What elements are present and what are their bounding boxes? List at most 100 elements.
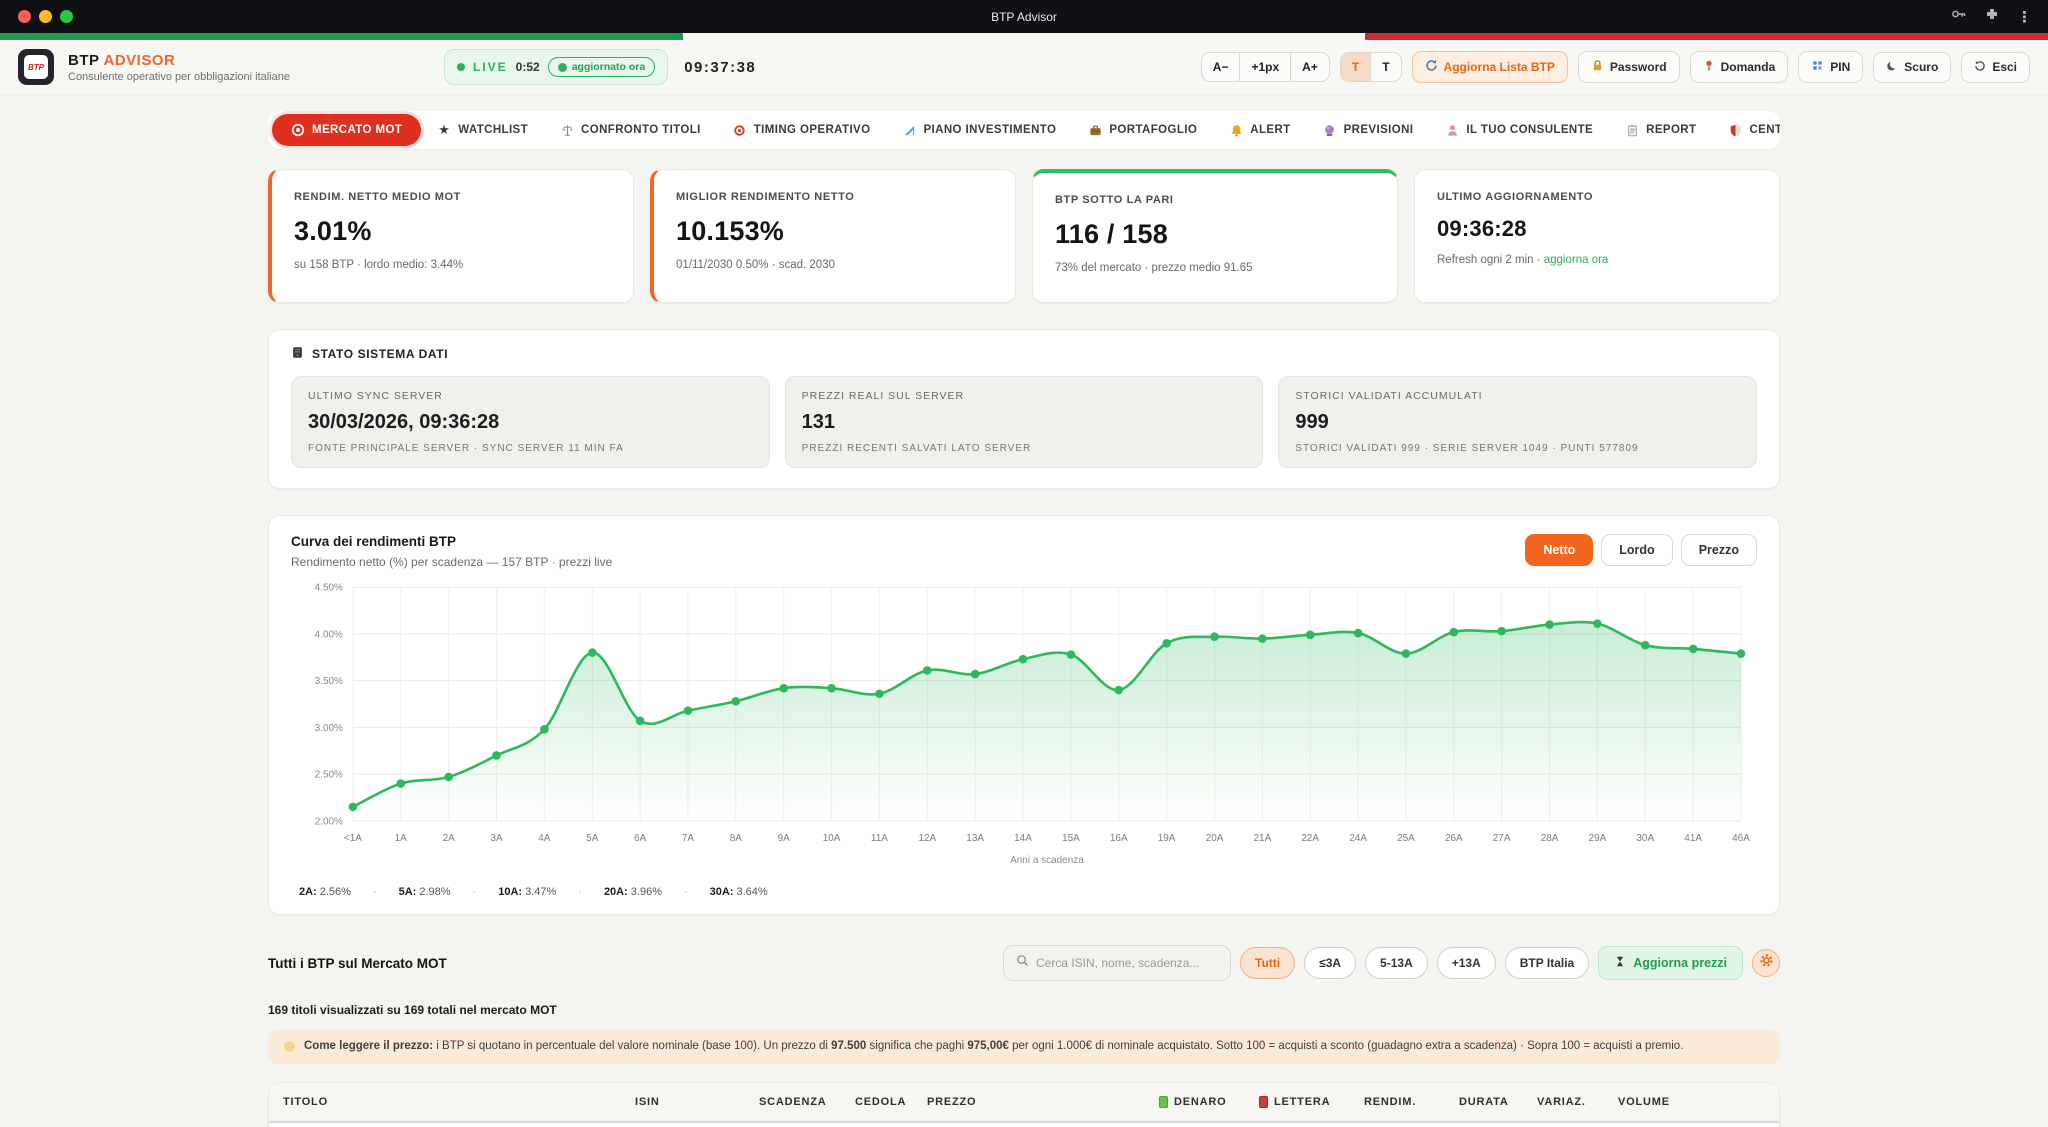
col-lettera[interactable]: LETTERA <box>1259 1096 1364 1108</box>
separator-dot: · <box>578 886 582 898</box>
system-card-value: 999 <box>1295 411 1740 434</box>
aggiorna-prezzi-button[interactable]: Aggiorna prezzi <box>1598 946 1743 980</box>
tab-previsioni[interactable]: PREVISIONI <box>1307 114 1430 146</box>
table-row[interactable]: BTP 15/04/2026 3.00% 100.060 -2.3% lett. <box>269 1123 1779 1127</box>
tab-piano-investimento[interactable]: PIANO INVESTIMENTO <box>886 114 1072 146</box>
svg-text:4A: 4A <box>538 833 551 844</box>
tab-alert[interactable]: ALERT <box>1213 114 1306 146</box>
main-nav-tabbar: MERCATO MOT ★ WATCHLIST CONFRONTO TITOLI… <box>268 111 1780 149</box>
menu-dots-icon[interactable]: ⋮ <box>2017 8 2032 26</box>
svg-text:2.00%: 2.00% <box>315 816 343 827</box>
col-volume[interactable]: VOLUME <box>1618 1096 1765 1108</box>
live-timer: 0:52 <box>516 60 540 74</box>
svg-text:3.50%: 3.50% <box>315 676 343 687</box>
stat-card-miglior-rendimento: MIGLIOR RENDIMENTO NETTO 10.153% 01/11/2… <box>650 169 1016 303</box>
col-variaz[interactable]: VARIAZ. <box>1537 1096 1618 1108</box>
app-name: BTPADVISOR <box>68 52 290 69</box>
filter-plus13a[interactable]: +13A <box>1437 947 1496 979</box>
updated-dot-icon <box>558 63 567 72</box>
red-book-icon <box>1259 1096 1268 1108</box>
app-header: BTP BTPADVISOR Consulente operativo per … <box>0 40 2048 95</box>
svg-text:29A: 29A <box>1589 833 1607 844</box>
toggle-lordo[interactable]: Lordo <box>1601 534 1672 566</box>
live-dot-icon <box>457 63 465 71</box>
font-style-serif-button[interactable]: T <box>1371 53 1400 81</box>
tab-il-tuo-consulente[interactable]: IL TUO CONSULENTE <box>1429 114 1609 146</box>
font-larger-button[interactable]: A+ <box>1291 53 1329 81</box>
svg-text:10A: 10A <box>823 833 841 844</box>
font-smaller-button[interactable]: A− <box>1202 53 1241 81</box>
col-prezzo[interactable]: PREZZO <box>927 1096 1159 1108</box>
btp-list-toolbar: Tutti i BTP sul Mercato MOT Tutti ≤3A 5-… <box>268 945 1780 981</box>
col-cedola[interactable]: CEDOLA <box>855 1096 927 1108</box>
filter-tutti[interactable]: Tutti <box>1240 947 1295 979</box>
system-card-value: 30/03/2026, 09:36:28 <box>308 411 753 434</box>
tab-report[interactable]: REPORT <box>1609 114 1712 146</box>
svg-text:2.50%: 2.50% <box>315 770 343 781</box>
pin-code-button[interactable]: PIN <box>1798 51 1863 83</box>
col-rendim[interactable]: RENDIM. <box>1364 1096 1459 1108</box>
svg-text:8A: 8A <box>730 833 743 844</box>
filter-btp-italia[interactable]: BTP Italia <box>1505 947 1589 979</box>
benchmark-row: 2A:2.56% · 5A:2.98% · 10A:3.47% · 20A:3.… <box>299 886 1757 898</box>
svg-text:6A: 6A <box>634 833 647 844</box>
domanda-button[interactable]: Domanda <box>1690 51 1789 83</box>
search-box[interactable] <box>1003 945 1231 981</box>
tab-portafoglio[interactable]: PORTAFOGLIO <box>1072 114 1213 146</box>
col-titolo[interactable]: TITOLO <box>283 1096 635 1108</box>
star-icon: ★ <box>437 123 451 137</box>
svg-text:30A: 30A <box>1636 833 1654 844</box>
banner-text: Come leggere il prezzo: i BTP si quotano… <box>304 1038 1683 1055</box>
filter-max3a[interactable]: ≤3A <box>1304 947 1356 979</box>
tab-confronto-titoli[interactable]: CONFRONTO TITOLI <box>544 114 717 146</box>
pin-icon <box>1703 59 1715 75</box>
benchmark-item: 20A:3.96% <box>604 886 662 898</box>
chart-subtitle: Rendimento netto (%) per scadenza — 157 … <box>291 555 612 569</box>
logout-button[interactable]: Esci <box>1961 52 2030 83</box>
tab-watchlist[interactable]: ★ WATCHLIST <box>421 114 544 146</box>
col-isin[interactable]: ISIN <box>635 1096 759 1108</box>
font-step-button[interactable]: +1px <box>1240 53 1291 81</box>
results-count: 169 titoli visualizzati su 169 totali ne… <box>268 1003 1780 1017</box>
svg-text:5A: 5A <box>586 833 599 844</box>
window-title: BTP Advisor <box>0 10 2048 24</box>
password-button[interactable]: Password <box>1578 51 1680 83</box>
dark-mode-button[interactable]: Scuro <box>1873 52 1951 83</box>
svg-text:Anni a scadenza: Anni a scadenza <box>1010 855 1084 866</box>
stat-sub: Refresh ogni 2 min · aggiorna ora <box>1437 254 1757 266</box>
tab-timing-operativo[interactable]: TIMING OPERATIVO <box>717 114 887 146</box>
stat-sub: 73% del mercato · prezzo medio 91.65 <box>1055 262 1375 274</box>
font-style-sans-button[interactable]: T <box>1341 53 1371 81</box>
toggle-netto[interactable]: Netto <box>1525 534 1593 566</box>
settings-gear-button[interactable] <box>1752 949 1780 977</box>
gear-icon <box>1760 954 1773 972</box>
flag-green-segment <box>0 33 683 40</box>
toggle-prezzo[interactable]: Prezzo <box>1681 534 1757 566</box>
tab-mercato-mot[interactable]: MERCATO MOT <box>272 114 421 146</box>
app-logo: BTP <box>18 49 54 85</box>
aggiorna-ora-link[interactable]: aggiorna ora <box>1544 254 1609 266</box>
update-btp-list-button[interactable]: Aggiorna Lista BTP <box>1412 51 1568 83</box>
col-durata[interactable]: DURATA <box>1459 1096 1537 1108</box>
server-icon <box>291 346 304 362</box>
filter-5-13a[interactable]: 5-13A <box>1365 947 1428 979</box>
svg-text:27A: 27A <box>1493 833 1511 844</box>
tab-centro-stato[interactable]: CENTRO STATO <box>1712 114 1780 146</box>
stat-card-ultimo-aggiornamento: ULTIMO AGGIORNAMENTO 09:36:28 Refresh og… <box>1414 169 1780 303</box>
search-input[interactable] <box>1036 956 1218 970</box>
system-card-value: 131 <box>802 411 1247 434</box>
system-card-label: ULTIMO SYNC SERVER <box>308 390 753 402</box>
separator-dot: · <box>684 886 688 898</box>
col-denaro[interactable]: DENARO <box>1159 1096 1259 1108</box>
stat-label: BTP SOTTO LA PARI <box>1055 194 1375 206</box>
triangle-ruler-icon <box>902 123 916 137</box>
svg-text:19A: 19A <box>1158 833 1176 844</box>
bell-icon <box>1229 123 1243 137</box>
app-logo-mark: BTP <box>24 55 48 79</box>
col-scadenza[interactable]: SCADENZA <box>759 1096 855 1108</box>
balance-scale-icon <box>560 123 574 137</box>
moon-icon <box>1886 60 1898 75</box>
table-header-row: TITOLO ISIN SCADENZA CEDOLA PREZZO DENAR… <box>269 1083 1779 1123</box>
stat-cards-row: RENDIM. NETTO MEDIO MOT 3.01% su 158 BTP… <box>268 169 1780 303</box>
logout-icon <box>1974 60 1986 75</box>
